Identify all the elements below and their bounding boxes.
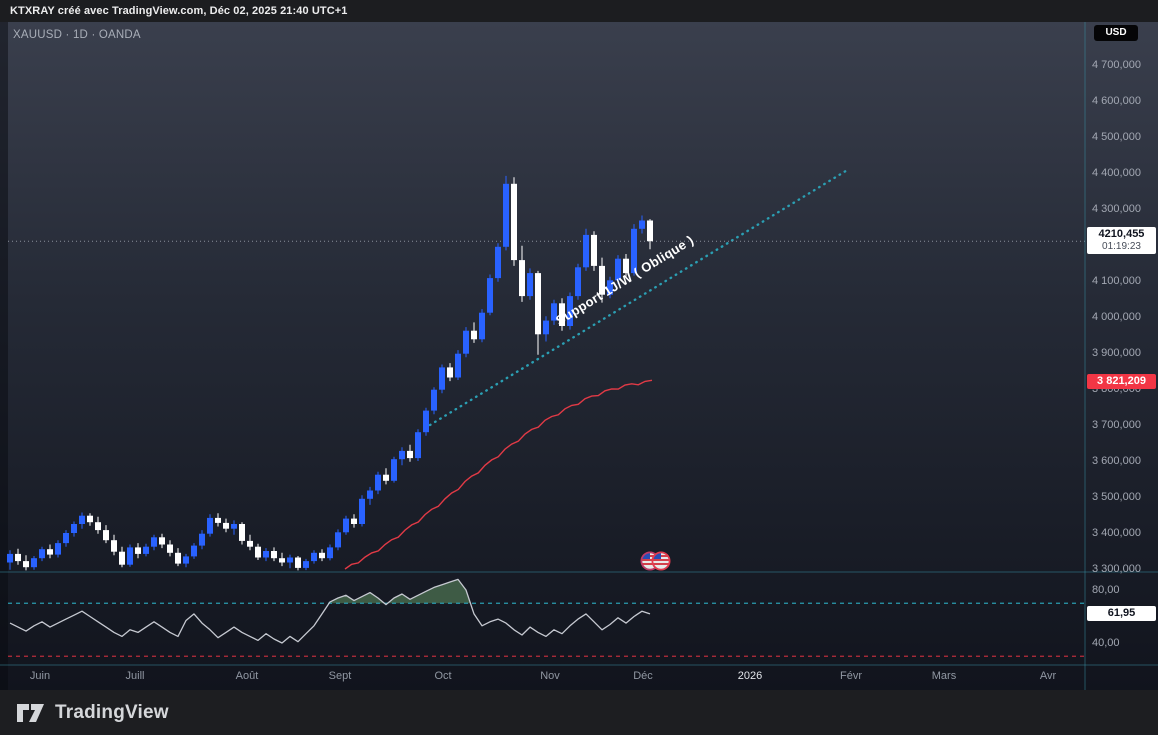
- time-tick-label: Avr: [1039, 670, 1057, 682]
- attribution-text: KTXRAY créé avec TradingView.com, Déc 02…: [10, 5, 348, 17]
- bar-countdown: 01:19:23: [1102, 241, 1141, 253]
- chart-background: [0, 22, 1158, 690]
- rsi-tick-label: 40,00: [1092, 637, 1120, 649]
- rsi-overbought-fill: [329, 592, 385, 604]
- support-trendline[interactable]: [428, 167, 851, 427]
- pair-logo-icon: [640, 551, 671, 571]
- price-tick-label: 4 000,000: [1092, 311, 1141, 323]
- last-price-badge: 4210,455 01:19:23: [1087, 227, 1156, 255]
- time-tick-label: Juin: [29, 670, 51, 682]
- symbol-legend[interactable]: XAUUSD · 1D · OANDA: [13, 29, 141, 41]
- attribution-bar: KTXRAY créé avec TradingView.com, Déc 02…: [0, 0, 1158, 22]
- price-tick-label: 3 900,000: [1092, 347, 1141, 359]
- time-tick-label: Déc: [633, 670, 653, 682]
- price-tick-label: 4 300,000: [1092, 203, 1141, 215]
- chart-area[interactable]: Support 1J/W ( Oblique ) XAUUSD · 1D · O…: [0, 22, 1158, 690]
- time-tick-label: Août: [235, 670, 259, 682]
- currency-button[interactable]: USD: [1094, 25, 1138, 41]
- rsi-tick-label: 80,00: [1092, 584, 1120, 596]
- price-tick-label: 4 700,000: [1092, 59, 1141, 71]
- sma-line[interactable]: [344, 379, 653, 570]
- time-tick-label: Févr: [840, 670, 862, 682]
- candlestick-series[interactable]: [7, 175, 653, 571]
- time-tick-label: Mars: [931, 670, 957, 682]
- footer-bar: TradingView: [0, 690, 1158, 735]
- rsi-value-badge: 61,95: [1087, 606, 1156, 622]
- time-tick-label: Sept: [328, 670, 352, 682]
- rsi-line[interactable]: [9, 578, 651, 644]
- price-tick-label: 4 100,000: [1092, 275, 1141, 287]
- main-chart-canvas[interactable]: Support 1J/W ( Oblique ): [0, 22, 1158, 690]
- last-price-value: 4210,455: [1098, 228, 1145, 241]
- price-tick-label: 3 700,000: [1092, 419, 1141, 431]
- time-tick-label: Nov: [540, 670, 560, 682]
- price-tick-label: 4 400,000: [1092, 167, 1141, 179]
- price-tick-label: 3 600,000: [1092, 455, 1141, 467]
- tradingview-logo-icon: [17, 703, 44, 722]
- price-tick-label: 4 500,000: [1092, 131, 1141, 143]
- price-tick-label: 3 300,000: [1092, 563, 1141, 575]
- price-tick-label: 3 500,000: [1092, 491, 1141, 503]
- time-tick-label: Oct: [434, 670, 452, 682]
- chart-left-edge: [0, 22, 8, 690]
- price-tick-label: 3 400,000: [1092, 527, 1141, 539]
- rsi-overbought-fill: [387, 579, 471, 604]
- sma-value-badge: 3 821,209: [1087, 373, 1156, 389]
- tradingview-wordmark: TradingView: [55, 701, 169, 723]
- time-tick-label: 2026: [737, 670, 763, 682]
- price-tick-label: 4 600,000: [1092, 95, 1141, 107]
- time-tick-label: Juill: [125, 670, 145, 682]
- tradingview-logo-link[interactable]: TradingView: [16, 701, 169, 725]
